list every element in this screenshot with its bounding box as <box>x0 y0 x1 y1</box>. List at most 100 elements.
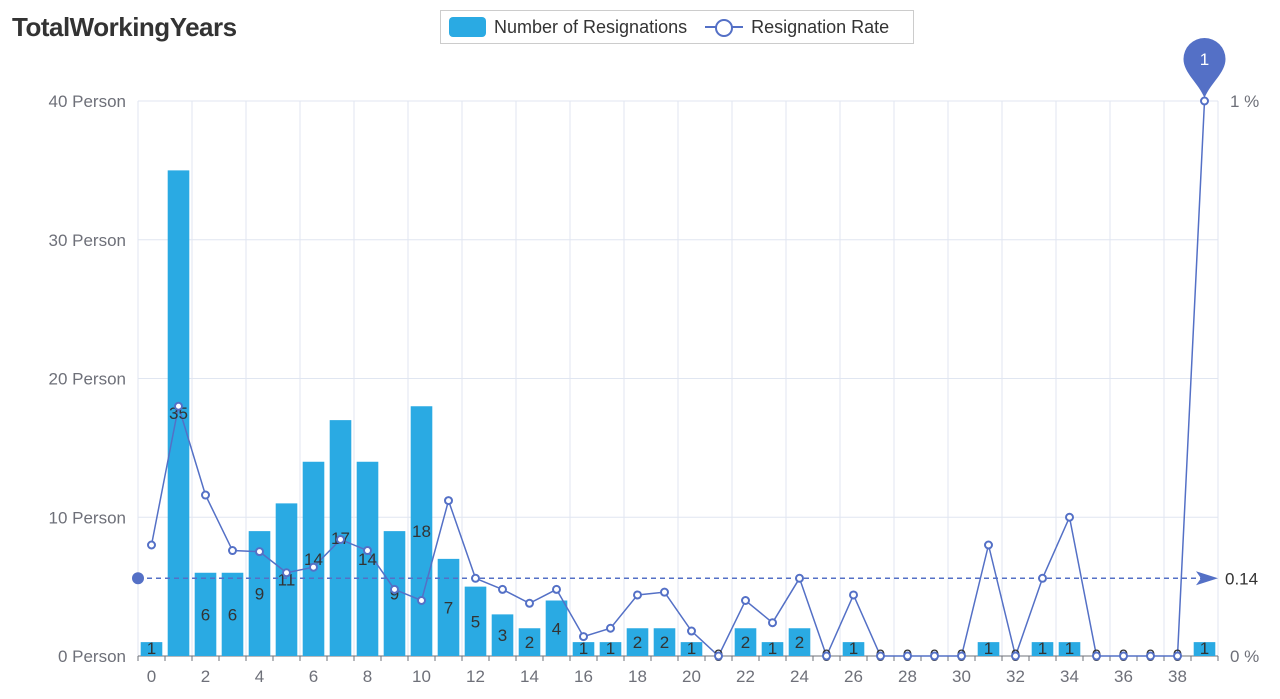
bar-value-label: 1 <box>579 639 588 658</box>
bar <box>977 642 1000 656</box>
bar <box>545 600 568 656</box>
rate-point <box>1011 651 1020 661</box>
x-tick-label: 10 <box>412 667 431 686</box>
bar-value-label: 14 <box>358 550 377 569</box>
bar <box>626 628 649 656</box>
bar <box>1193 642 1216 656</box>
rate-point <box>1173 651 1182 661</box>
x-tick-label: 2 <box>201 667 210 686</box>
y-left-tick-label: 0 Person <box>58 647 126 666</box>
bar <box>437 558 460 656</box>
average-line-arrow <box>1196 571 1218 586</box>
bar <box>599 642 622 656</box>
x-tick-label: 38 <box>1168 667 1187 686</box>
rate-point <box>822 651 831 661</box>
x-tick-label: 4 <box>255 667 264 686</box>
bar-value-label: 4 <box>552 619 561 638</box>
rate-point <box>1119 651 1128 661</box>
rate-point <box>255 547 264 557</box>
bar-value-label: 9 <box>390 585 399 604</box>
rate-point <box>174 401 183 411</box>
bar-value-label: 6 <box>228 605 237 624</box>
chart-legend[interactable]: Number of Resignations Resignation Rate <box>440 10 914 44</box>
bar-value-label: 1 <box>687 639 696 658</box>
bar-value-label: 2 <box>525 633 534 652</box>
bar-value-label: 2 <box>633 633 642 652</box>
bar-value-label: 1 <box>1065 639 1074 658</box>
bar <box>140 642 163 656</box>
bar-value-label: 5 <box>471 612 480 631</box>
rate-point <box>714 651 723 661</box>
rate-point <box>795 573 804 583</box>
rate-point <box>876 651 885 661</box>
rate-point <box>1146 651 1155 661</box>
average-line-label: 0.14 <box>1225 569 1258 588</box>
x-tick-label: 20 <box>682 667 701 686</box>
bar <box>302 461 325 656</box>
rate-point <box>768 618 777 628</box>
x-tick-label: 30 <box>952 667 971 686</box>
x-tick-label: 34 <box>1060 667 1079 686</box>
bar <box>275 503 298 656</box>
bar <box>761 642 784 656</box>
rate-point <box>930 651 939 661</box>
max-pin-label: 1 <box>1200 50 1209 69</box>
bar <box>734 628 757 656</box>
rate-point <box>552 584 561 594</box>
rate-point <box>606 623 615 633</box>
rate-point <box>1200 96 1209 106</box>
rate-point <box>957 651 966 661</box>
bar <box>248 531 271 656</box>
bar <box>653 628 676 656</box>
bar <box>356 461 379 656</box>
bar-value-label: 1 <box>768 639 777 658</box>
rate-point <box>849 590 858 600</box>
y-left-tick-label: 20 Person <box>49 370 127 389</box>
rate-point <box>444 496 453 506</box>
x-tick-label: 16 <box>574 667 593 686</box>
bar <box>842 642 865 656</box>
rate-point <box>741 596 750 605</box>
bar-value-label: 7 <box>444 598 453 617</box>
x-tick-label: 6 <box>309 667 318 686</box>
x-tick-label: 8 <box>363 667 372 686</box>
rate-point <box>579 632 588 642</box>
legend-line-swatch <box>705 17 744 37</box>
legend-item-resignations[interactable]: Number of Resignations <box>449 17 687 38</box>
bar-value-label: 2 <box>741 633 750 652</box>
rate-point <box>984 540 993 550</box>
rate-point <box>903 651 912 661</box>
bar <box>221 572 244 656</box>
bar-value-label: 1 <box>147 639 156 658</box>
rate-point <box>498 584 507 594</box>
y-left-tick-label: 30 Person <box>49 231 127 250</box>
rate-point <box>201 490 210 500</box>
bar <box>1031 642 1054 656</box>
bar <box>491 614 514 656</box>
bar <box>518 628 541 656</box>
bar-value-label: 11 <box>278 571 296 590</box>
x-tick-label: 32 <box>1006 667 1025 686</box>
x-tick-label: 28 <box>898 667 917 686</box>
legend-item-rate[interactable]: Resignation Rate <box>705 17 889 38</box>
bar <box>167 170 190 656</box>
bar-value-label: 35 <box>169 404 188 423</box>
x-tick-label: 26 <box>844 667 863 686</box>
rate-point <box>363 546 372 556</box>
y-left-tick-label: 40 Person <box>49 92 127 111</box>
y-left-tick-label: 10 Person <box>49 508 127 527</box>
legend-label-rate: Resignation Rate <box>751 16 890 37</box>
x-tick-label: 12 <box>466 667 485 686</box>
rate-line <box>150 100 1206 659</box>
bar <box>1058 642 1081 656</box>
bar <box>680 642 703 656</box>
x-tick-label: 18 <box>628 667 647 686</box>
rate-point <box>687 626 696 636</box>
rate-point <box>1065 512 1074 522</box>
rate-point <box>1038 573 1047 583</box>
bar-value-label: 18 <box>412 522 431 541</box>
bar-value-label: 1 <box>1200 639 1209 658</box>
bar-value-label: 6 <box>201 605 210 624</box>
bar-value-label: 2 <box>795 633 804 652</box>
rate-point <box>471 573 480 583</box>
